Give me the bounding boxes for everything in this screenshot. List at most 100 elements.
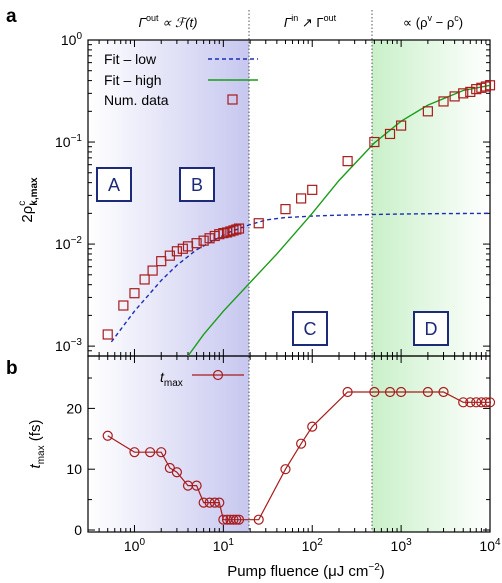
box-c-label: C <box>304 319 317 339</box>
data-point <box>384 128 396 140</box>
tmax-point <box>471 397 482 408</box>
region-dividers <box>248 10 373 532</box>
data-point <box>369 136 380 148</box>
y-tick-label: 0 <box>74 522 82 538</box>
panel-b-frame <box>87 355 491 533</box>
region-shade-high <box>372 40 490 532</box>
box-c <box>292 311 328 346</box>
data-point <box>171 246 182 257</box>
region-shade-low <box>88 40 249 532</box>
data-point <box>471 84 482 95</box>
data-point <box>129 288 140 299</box>
box-b <box>179 167 215 202</box>
panel-a-series <box>102 80 496 357</box>
y-tick-label: 20 <box>66 400 82 416</box>
tmax-point <box>480 397 492 408</box>
data-point <box>147 265 158 276</box>
panel-b-ylabel: tmax (fs) <box>27 420 47 469</box>
data-point <box>177 243 188 254</box>
data-point <box>307 184 318 195</box>
fit-high-line <box>187 84 491 357</box>
panel-a-legend: Fit – low Fit – high Num. data <box>104 51 258 108</box>
tmax-point <box>228 514 239 525</box>
region-boxes: A B C D <box>96 167 449 346</box>
tmax-point <box>214 497 225 508</box>
legend-tmax-label: tmax <box>160 369 183 389</box>
tmax-point <box>231 514 242 525</box>
y-tick-label: 100 <box>61 31 83 48</box>
box-d <box>413 311 449 346</box>
box-d-label: D <box>425 319 438 339</box>
data-point <box>396 120 407 131</box>
data-point <box>139 274 150 285</box>
tmax-point <box>209 497 220 508</box>
data-point <box>342 156 353 167</box>
x-tick-label: 100 <box>124 537 146 554</box>
region-header-2: Γin ↗ Γout <box>284 13 337 30</box>
tmax-point <box>438 386 449 398</box>
tmax-point <box>484 397 496 408</box>
data-point <box>198 235 209 246</box>
data-point <box>233 223 245 234</box>
box-b-label: B <box>191 175 203 195</box>
data-point <box>118 300 129 311</box>
tmax-point <box>145 447 156 458</box>
tmax-point <box>384 386 396 398</box>
tmax-point <box>296 438 307 449</box>
y-tick-label: 10−2 <box>55 235 82 252</box>
data-point <box>231 224 242 235</box>
tmax-point <box>233 514 245 525</box>
data-point <box>465 86 476 98</box>
data-point <box>156 256 167 267</box>
y-tick-label: 10−3 <box>55 337 82 354</box>
legend-tmax-marker <box>212 369 224 381</box>
tmax-point <box>198 497 209 508</box>
x-axis-label: Pump fluence (μJ cm−2) <box>227 562 385 580</box>
region-header-1: Γout ∝ ℱ(t) <box>139 13 198 30</box>
tmax-point <box>465 397 476 408</box>
tmax-point <box>307 421 318 432</box>
x-tick-label: 101 <box>213 537 235 554</box>
region-header-3: ∝ (ρv − ρc) <box>403 13 463 30</box>
data-point <box>280 204 291 215</box>
tmax-point <box>102 430 113 441</box>
panel-a-axes: 10−3 10−2 10−1 100 <box>55 31 491 357</box>
tmax-point <box>369 386 380 398</box>
panel-label-a: a <box>6 6 17 27</box>
data-point <box>204 233 215 244</box>
y-tick-label: 10 <box>66 461 82 477</box>
panel-a-ylabel: 2ρck,max <box>17 177 40 223</box>
y-tick-label: 10−1 <box>55 133 82 150</box>
data-point <box>422 106 433 117</box>
tmax-point <box>396 386 407 398</box>
box-a-label: A <box>108 175 120 195</box>
tmax-point <box>458 397 469 408</box>
tmax-point <box>156 447 167 458</box>
region-shading <box>88 40 490 532</box>
panel-label-b: b <box>6 358 18 379</box>
data-point <box>438 96 449 107</box>
tmax-point <box>129 447 140 458</box>
tmax-point <box>280 464 291 475</box>
legend-fit-high-label: Fit – high <box>104 72 162 88</box>
legend-fit-low-label: Fit – low <box>104 51 157 67</box>
tmax-point <box>253 514 264 525</box>
fit-low-line <box>110 212 491 343</box>
data-point <box>228 225 239 236</box>
data-point <box>102 329 113 340</box>
legend-num-data-label: Num. data <box>104 92 169 108</box>
data-point <box>253 218 264 229</box>
x-tick-label: 102 <box>302 537 324 554</box>
data-point <box>458 88 469 99</box>
box-a <box>96 167 132 202</box>
panel-b-series <box>102 386 496 525</box>
data-point <box>218 228 229 239</box>
tmax-point <box>171 467 182 478</box>
panel-b-axes: 100 101 102 103 104 0 10 20 <box>66 356 501 554</box>
tmax-point <box>342 386 353 398</box>
data-point <box>296 193 307 204</box>
data-point <box>484 80 496 91</box>
panel-b-legend: tmax <box>160 369 244 389</box>
legend-num-data-marker <box>227 94 238 105</box>
